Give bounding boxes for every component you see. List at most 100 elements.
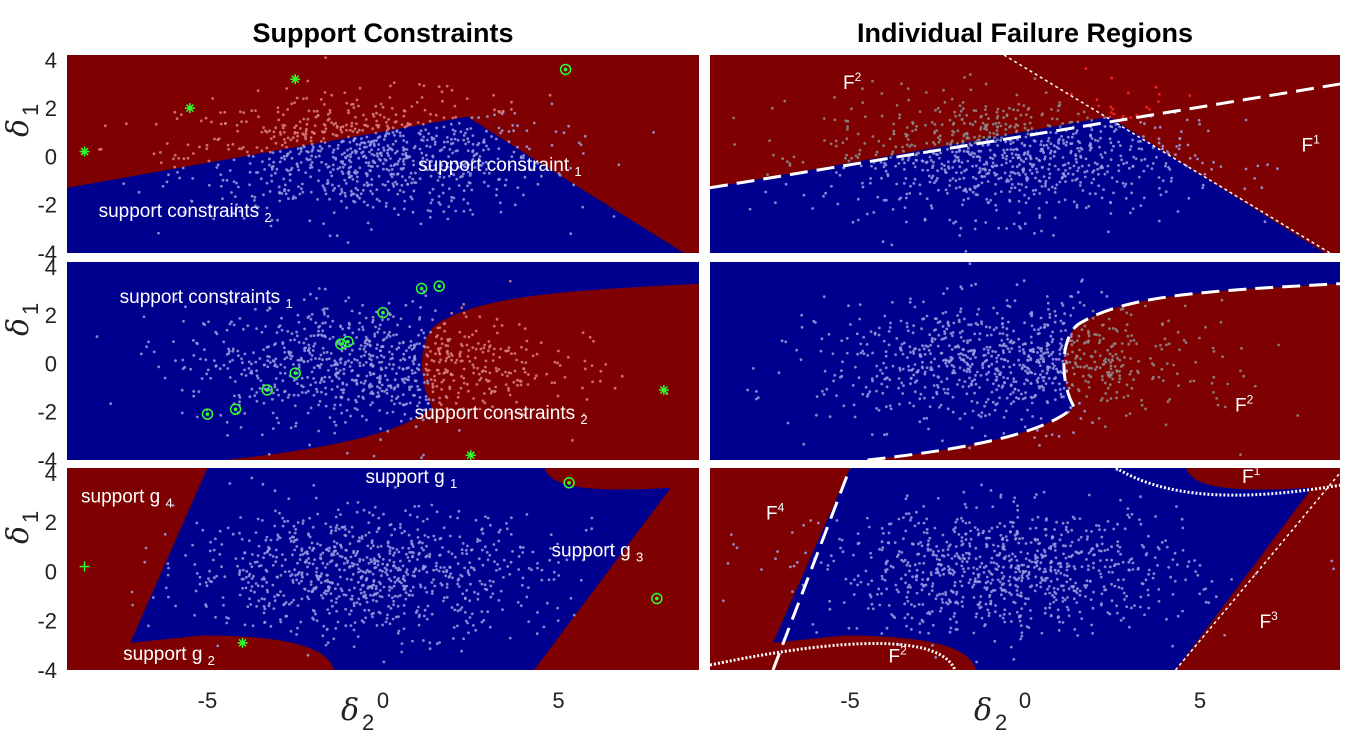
- sample-point: [913, 177, 917, 181]
- sample-point: [1188, 380, 1192, 383]
- sample-point: [456, 516, 459, 520]
- sample-point: [452, 196, 456, 200]
- sample-point: [371, 513, 375, 517]
- sample-point: [1001, 316, 1004, 320]
- sample-point: [340, 555, 344, 559]
- sample-point: [499, 131, 502, 135]
- sample-point: [496, 157, 500, 161]
- sample-point: [392, 315, 395, 318]
- sample-point: [331, 155, 335, 159]
- sample-point: [957, 320, 961, 324]
- sample-point: [222, 603, 225, 607]
- sample-point: [871, 379, 874, 383]
- sample-point: [978, 555, 982, 559]
- sample-point: [456, 562, 460, 565]
- sample-point: [1033, 328, 1036, 332]
- sample-point: [1036, 358, 1040, 362]
- sample-point: [859, 342, 863, 346]
- sample-point: [553, 381, 557, 385]
- sample-point: [1073, 567, 1077, 571]
- sample-point: [243, 412, 247, 415]
- sample-point: [438, 396, 442, 400]
- sample-point: [1157, 137, 1161, 141]
- sample-point: [567, 124, 570, 128]
- sample-point: [1015, 396, 1018, 399]
- sample-point: [367, 384, 371, 387]
- sample-point: [364, 335, 368, 339]
- sample-point: [219, 111, 223, 114]
- sample-point: [1076, 169, 1079, 173]
- sample-point: [604, 363, 608, 366]
- sample-point: [1102, 188, 1105, 192]
- sample-point: [312, 586, 316, 590]
- sample-point: [208, 183, 211, 187]
- sample-point: [1165, 362, 1169, 365]
- sample-point: [1008, 199, 1012, 203]
- sample-point: [227, 617, 231, 620]
- sample-point: [1093, 333, 1096, 336]
- sample-point: [929, 204, 933, 208]
- sample-point: [487, 349, 490, 353]
- sample-point: [461, 163, 465, 167]
- sample-point: [211, 97, 215, 100]
- sample-point: [880, 114, 884, 118]
- sample-point: [512, 380, 516, 384]
- sample-point: [336, 167, 340, 171]
- sample-point: [304, 171, 308, 175]
- sample-point: [1210, 168, 1213, 171]
- sample-point: [1168, 168, 1172, 171]
- sample-point: [1053, 398, 1057, 401]
- sample-point: [550, 143, 554, 147]
- sample-point: [986, 180, 990, 183]
- sample-point: [959, 335, 963, 339]
- sample-point: [232, 158, 236, 162]
- sample-point: [957, 378, 961, 382]
- sample-point: [970, 383, 974, 387]
- sample-point: [417, 333, 420, 337]
- sample-point: [1034, 188, 1038, 192]
- sample-point: [865, 212, 869, 216]
- sample-point: [451, 576, 454, 580]
- sample-point: [1098, 366, 1102, 370]
- sample-point: [1050, 340, 1054, 344]
- sample-point: [350, 594, 354, 598]
- sample-point: [295, 162, 299, 166]
- annotation-label: support g 2: [123, 644, 215, 668]
- sample-point: [1021, 363, 1025, 367]
- sample-point: [408, 513, 412, 517]
- sample-point: [310, 370, 314, 374]
- sample-point: [540, 578, 544, 582]
- sample-point: [348, 352, 352, 356]
- sample-point: [488, 579, 492, 583]
- sample-point: [840, 339, 844, 342]
- sample-point: [1129, 211, 1132, 215]
- sample-point: [306, 375, 309, 379]
- sample-point: [389, 84, 392, 88]
- sample-point: [428, 555, 431, 559]
- sample-point: [419, 222, 423, 226]
- sample-point: [471, 363, 475, 367]
- sample-point: [392, 603, 395, 607]
- sample-point: [792, 155, 796, 159]
- sample-point: [1090, 118, 1094, 122]
- sample-point: [411, 359, 415, 363]
- sample-point: [944, 361, 948, 365]
- sample-point: [556, 361, 559, 365]
- sample-point: [902, 182, 906, 185]
- sample-point: [1017, 397, 1021, 401]
- sample-point: [909, 382, 912, 386]
- sample-point: [329, 592, 333, 595]
- sample-point: [889, 407, 893, 411]
- sample-point: [401, 152, 405, 156]
- sample-point: [315, 566, 319, 570]
- sample-point: [291, 581, 295, 584]
- support-point-center: [567, 480, 571, 485]
- sample-point: [387, 605, 390, 608]
- sample-point: [324, 643, 328, 647]
- annotation-text: support constraint: [418, 155, 574, 176]
- sample-point: [431, 318, 434, 322]
- sample-point: [289, 138, 293, 142]
- sample-point: [863, 142, 867, 145]
- sample-point: [246, 324, 250, 328]
- sample-point: [983, 175, 987, 178]
